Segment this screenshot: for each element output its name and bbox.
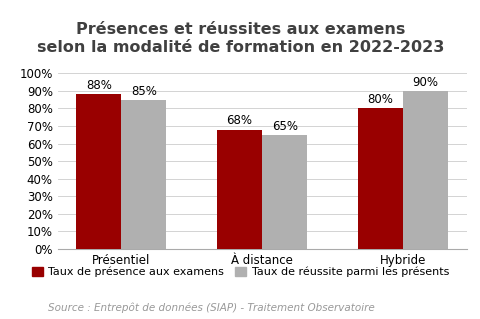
Text: 68%: 68%	[226, 115, 252, 127]
Bar	[357, 108, 402, 249]
Text: Source : Entrepôt de données (SIAP) - Traitement Observatoire: Source : Entrepôt de données (SIAP) - Tr…	[48, 302, 374, 313]
Bar	[216, 130, 262, 249]
Text: 90%: 90%	[412, 76, 438, 89]
Text: Présences et réussites aux examens
selon la modalité de formation en 2022-2023: Présences et réussites aux examens selon…	[37, 22, 443, 55]
Bar	[402, 91, 447, 249]
Bar	[262, 135, 307, 249]
Text: 80%: 80%	[367, 93, 393, 106]
Legend: Taux de présence aux examens, Taux de réussite parmi les présents: Taux de présence aux examens, Taux de ré…	[27, 262, 453, 282]
Bar	[76, 94, 121, 249]
Bar	[121, 100, 166, 249]
Text: 65%: 65%	[271, 120, 297, 133]
Text: 88%: 88%	[86, 79, 111, 92]
Text: 85%: 85%	[131, 85, 156, 98]
